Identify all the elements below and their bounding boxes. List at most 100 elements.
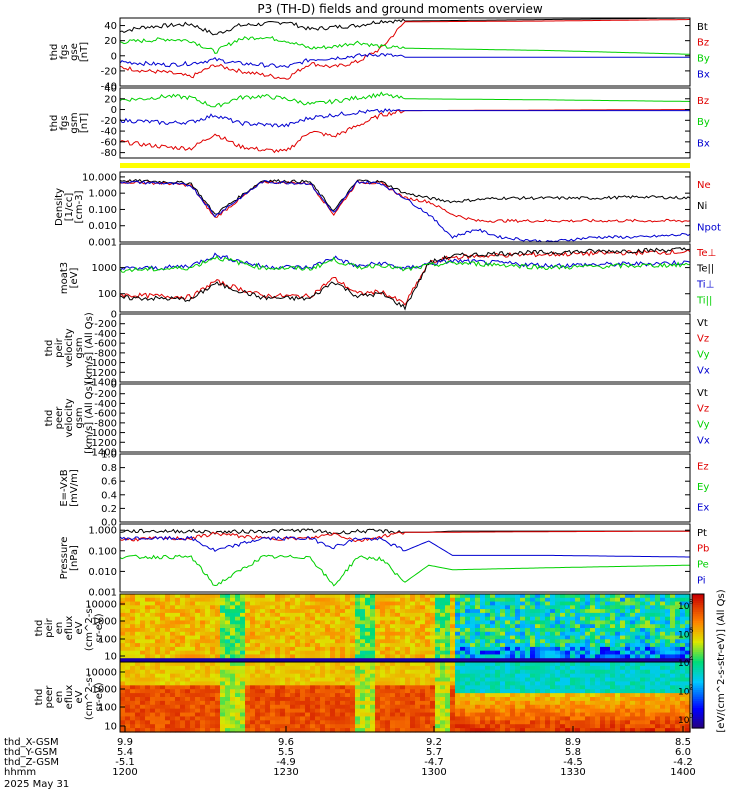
heatmap-cell: [405, 697, 411, 702]
heatmap-cell: [240, 624, 246, 629]
heatmap-cell: [590, 689, 596, 694]
heatmap-cell: [425, 605, 431, 610]
heatmap-cell: [535, 708, 541, 714]
heatmap-cell: [290, 605, 296, 610]
heatmap-cell: [655, 612, 661, 618]
heatmap-cell: [240, 708, 246, 714]
heatmap-cell: [205, 654, 211, 659]
heatmap-cell: [420, 697, 426, 702]
heatmap-cell: [570, 716, 576, 721]
heatmap-cell: [240, 689, 246, 694]
heatmap-cell: [555, 689, 561, 694]
heatmap-cell: [290, 712, 296, 718]
heatmap-cell: [650, 728, 656, 733]
heatmap-cell: [365, 620, 371, 625]
heatmap-cell: [655, 697, 661, 702]
heatmap-cell: [660, 728, 666, 733]
heatmap-cell: [455, 665, 461, 671]
heatmap-cell: [620, 650, 626, 656]
heatmap-cell: [195, 597, 201, 603]
heatmap-cell: [340, 689, 346, 694]
heatmap-cell: [255, 594, 261, 599]
heatmap-cell: [635, 708, 641, 714]
heatmap-cell: [550, 594, 556, 599]
heatmap-cell: [590, 697, 596, 702]
heatmap-cell: [685, 728, 691, 733]
heatmap-cell: [630, 716, 636, 721]
heatmap-cell: [150, 609, 156, 614]
ytick-label: 40: [104, 84, 117, 95]
heatmap-cell: [390, 716, 396, 721]
heatmap-cell: [495, 669, 501, 675]
heatmap-cell: [505, 612, 511, 618]
heatmap-cell: [285, 673, 291, 679]
heatmap-cell: [265, 616, 271, 622]
heatmap-cell: [665, 605, 671, 610]
heatmap-cell: [465, 689, 471, 694]
series-By: [119, 35, 691, 55]
heatmap-cell: [140, 650, 146, 656]
heatmap-cell: [415, 620, 421, 625]
heatmap-cell: [390, 712, 396, 718]
heatmap-cell: [510, 662, 516, 667]
heatmap-cell: [575, 681, 581, 686]
heatmap-cell: [350, 597, 356, 603]
heatmap-cell: [270, 677, 276, 683]
heatmap-cell: [465, 620, 471, 625]
heatmap-cell: [645, 616, 651, 622]
heatmap-cell: [255, 716, 261, 721]
heatmap-cell: [150, 646, 156, 652]
heatmap-cell: [455, 646, 461, 652]
heatmap-cell: [635, 597, 641, 603]
heatmap-cell: [440, 650, 446, 656]
heatmap-cell: [595, 597, 601, 603]
heatmap-cell: [195, 704, 201, 710]
heatmap-cell: [450, 724, 456, 729]
heatmap-cell: [640, 635, 646, 640]
heatmap-cell: [270, 662, 276, 667]
heatmap-cell: [215, 681, 221, 686]
heatmap-cell: [215, 685, 221, 690]
heatmap-cell: [220, 635, 226, 640]
heatmap-cell: [415, 616, 421, 622]
heatmap-cell: [675, 720, 681, 725]
heatmap-cell: [390, 635, 396, 640]
heatmap-cell: [520, 609, 526, 614]
heatmap-cell: [670, 662, 676, 667]
heatmap-cell: [515, 681, 521, 686]
heatmap-cell: [300, 689, 306, 694]
heatmap-cell: [255, 620, 261, 625]
heatmap-cell: [610, 658, 616, 663]
heatmap-cell: [140, 712, 146, 718]
heatmap-cell: [615, 605, 621, 610]
heatmap-cell: [155, 662, 161, 667]
heatmap-cell: [440, 689, 446, 694]
heatmap-cell: [480, 635, 486, 640]
heatmap-cell: [225, 601, 231, 606]
heatmap-cell: [310, 662, 316, 667]
heatmap-cell: [275, 677, 281, 683]
heatmap-cell: [645, 605, 651, 610]
heatmap-cell: [360, 724, 366, 729]
plot-area: [120, 314, 690, 382]
heatmap-cell: [425, 620, 431, 625]
heatmap-cell: [605, 624, 611, 629]
heatmap-cell: [635, 716, 641, 721]
colorbar-tick-exp: 6: [689, 627, 694, 635]
heatmap-cell: [180, 724, 186, 729]
heatmap-cell: [600, 654, 606, 659]
heatmap-cell: [355, 654, 361, 659]
heatmap-cell: [515, 624, 521, 629]
heatmap-cell: [585, 716, 591, 721]
heatmap-cell: [240, 594, 246, 599]
heatmap-cell: [400, 681, 406, 686]
heatmap-cell: [305, 693, 311, 698]
heatmap-cell: [650, 612, 656, 618]
colorbar-band: [692, 707, 704, 711]
heatmap-cell: [280, 616, 286, 622]
ytick-label: 10000: [85, 668, 117, 679]
heatmap-cell: [145, 594, 151, 599]
heatmap-cell: [400, 669, 406, 675]
heatmap-cell: [630, 635, 636, 640]
heatmap-cell: [170, 716, 176, 721]
